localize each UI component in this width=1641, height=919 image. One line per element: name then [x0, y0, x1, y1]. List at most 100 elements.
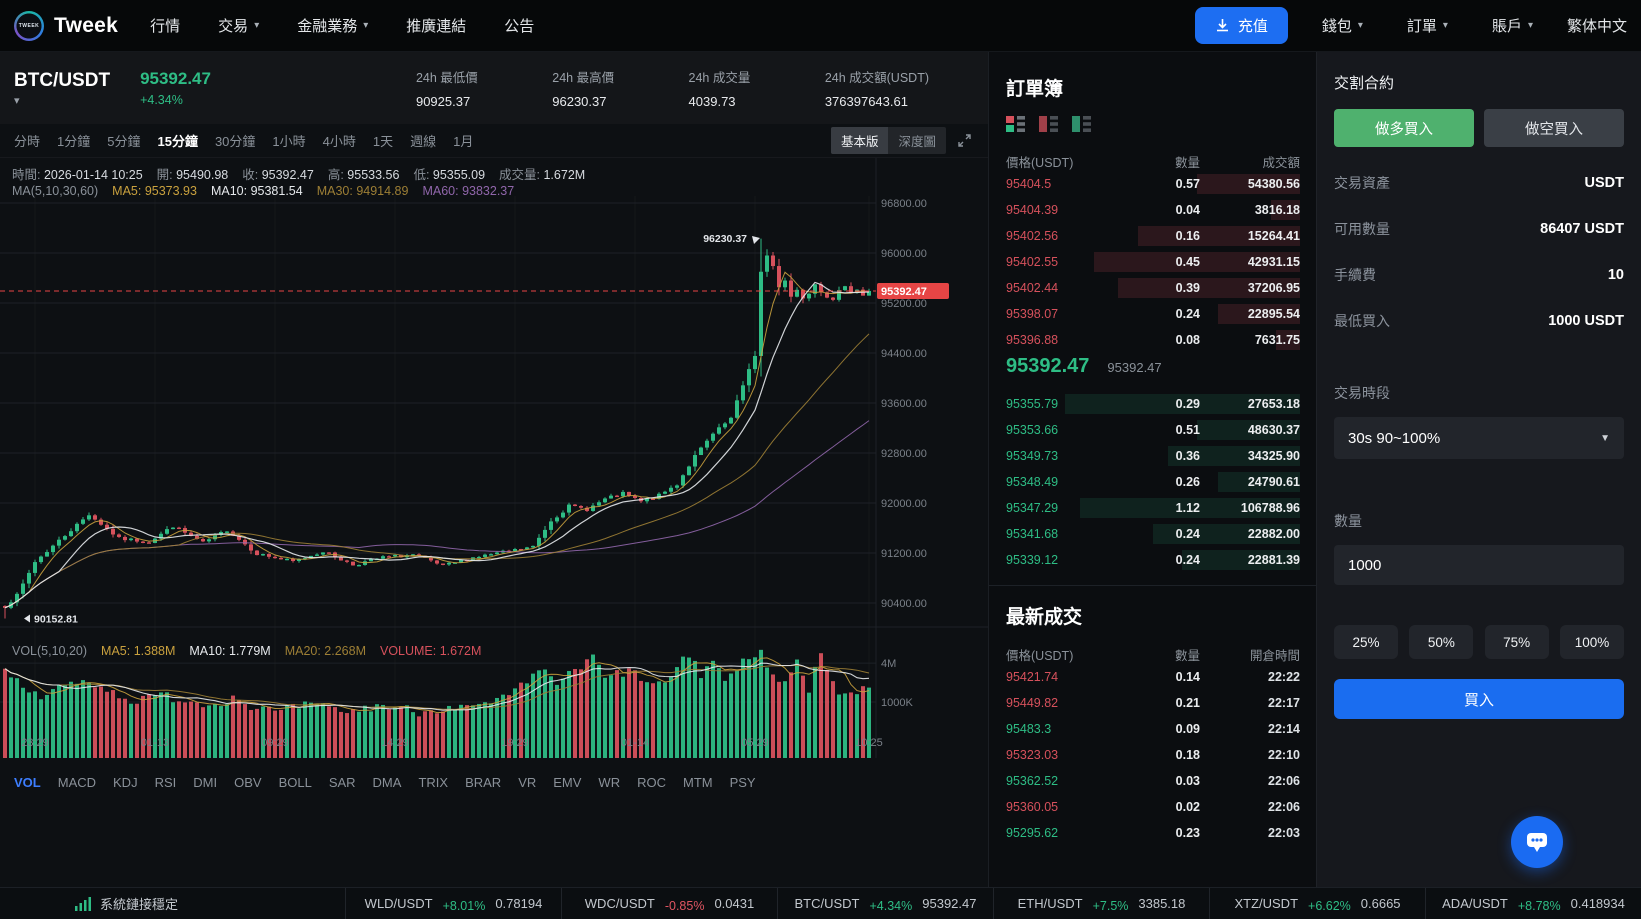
- buy-button[interactable]: 買入: [1334, 679, 1624, 719]
- ticker-ada[interactable]: ADA/USDT +8.78% 0.418934: [1425, 888, 1641, 919]
- timeframe-5分鐘[interactable]: 5分鐘: [107, 134, 141, 149]
- percent-button-100[interactable]: 100%: [1559, 625, 1624, 659]
- timeframe-1小時[interactable]: 1小時: [272, 134, 306, 149]
- amount-cell: 48630.37: [1247, 423, 1300, 437]
- book-split-icon[interactable]: [1006, 115, 1025, 136]
- indicator-tab-sar[interactable]: SAR: [328, 775, 356, 790]
- bid-row[interactable]: 95355.79 0.29 27653.18: [1006, 391, 1300, 417]
- price-cell: 95348.49: [1006, 475, 1059, 489]
- trade-row[interactable]: 95295.62 0.23 22:03: [1006, 820, 1300, 846]
- view-tab-深度圖[interactable]: 深度圖: [898, 135, 936, 149]
- ticker-xtz[interactable]: XTZ/USDT +6.62% 0.6665: [1209, 888, 1425, 919]
- qty-cell: 0.24: [1175, 527, 1200, 541]
- book-asks-icon[interactable]: [1039, 115, 1058, 136]
- svg-text:96000.00: 96000.00: [881, 248, 927, 260]
- trade-row[interactable]: 95421.74 0.14 22:22: [1006, 664, 1300, 690]
- amount-input[interactable]: [1334, 545, 1624, 585]
- trade-row[interactable]: 95360.05 0.02 22:06: [1006, 794, 1300, 820]
- pair-selector[interactable]: BTC/USDT ▾: [14, 70, 110, 107]
- brand[interactable]: TWEEK Tweek: [14, 10, 118, 41]
- trade-time: 22:10: [1268, 748, 1300, 762]
- buy-short-button[interactable]: 做空買入: [1484, 109, 1624, 147]
- language-switcher[interactable]: 繁体中文: [1566, 18, 1627, 35]
- bid-row[interactable]: 95353.66 0.51 48630.37: [1006, 417, 1300, 443]
- deposit-button[interactable]: 充值: [1194, 7, 1288, 44]
- bid-row[interactable]: 95349.73 0.36 34325.90: [1006, 443, 1300, 469]
- ticker-eth[interactable]: ETH/USDT +7.5% 3385.18: [993, 888, 1209, 919]
- trade-row[interactable]: 95323.03 0.18 22:10: [1006, 742, 1300, 768]
- bid-row[interactable]: 95341.68 0.24 22882.00: [1006, 521, 1300, 547]
- indicator-tab-macd[interactable]: MACD: [57, 775, 97, 790]
- timeframe-1天[interactable]: 1天: [372, 134, 394, 149]
- indicator-tab-roc[interactable]: ROC: [637, 775, 666, 790]
- trade-panel-title: 交割合約: [1334, 75, 1395, 92]
- nav-item-market[interactable]: 行情: [150, 15, 180, 36]
- ticker-wld[interactable]: WLD/USDT +8.01% 0.78194: [345, 888, 561, 919]
- indicator-tab-dma[interactable]: DMA: [372, 775, 402, 790]
- bid-row[interactable]: 95348.49 0.26 24790.61: [1006, 469, 1300, 495]
- view-tab-基本版[interactable]: 基本版: [830, 127, 889, 154]
- indicator-tab-vol[interactable]: VOL: [14, 775, 41, 790]
- ask-row[interactable]: 95398.07 0.24 22895.54: [1006, 301, 1300, 327]
- timeframe-30分鐘[interactable]: 30分鐘: [214, 134, 256, 149]
- nav-item-announcement[interactable]: 公告: [504, 15, 534, 36]
- indicator-tab-obv[interactable]: OBV: [234, 775, 262, 790]
- ask-row[interactable]: 95402.44 0.39 37206.95: [1006, 275, 1300, 301]
- nav-item-finance[interactable]: 金融業務 ▾: [297, 15, 368, 36]
- price-cell: 95355.79: [1006, 397, 1059, 411]
- amount-cell: 42931.15: [1247, 255, 1300, 269]
- indicator-tab-trix[interactable]: TRIX: [418, 775, 449, 790]
- ask-row[interactable]: 95402.56 0.16 15264.41: [1006, 223, 1300, 249]
- ask-row[interactable]: 95402.55 0.45 42931.15: [1006, 249, 1300, 275]
- nav-item-referral[interactable]: 推廣連結: [406, 15, 466, 36]
- ticker-pair: WDC/USDT: [584, 896, 655, 911]
- svg-text:96230.37: 96230.37: [703, 233, 747, 245]
- timeframe-分時[interactable]: 分時: [14, 134, 41, 149]
- ask-row[interactable]: 95396.88 0.08 7631.75: [1006, 327, 1300, 353]
- candlestick-chart[interactable]: 96800.00 96000.00 95200.00 94400.00 93600.00…: [0, 158, 988, 765]
- bid-row[interactable]: 95339.12 0.24 22881.39: [1006, 547, 1300, 573]
- ask-row[interactable]: 95404.5 0.57 54380.56: [1006, 171, 1300, 197]
- ticker-wdc[interactable]: WDC/USDT -0.85% 0.0431: [561, 888, 777, 919]
- indicator-tab-emv[interactable]: EMV: [553, 775, 582, 790]
- timeframe-15分鐘[interactable]: 15分鐘: [157, 134, 198, 149]
- ticker-btc[interactable]: BTC/USDT +4.34% 95392.47: [777, 888, 993, 919]
- indicator-tab-boll[interactable]: BOLL: [278, 775, 312, 790]
- timeframe-4小時[interactable]: 4小時: [322, 134, 356, 149]
- percent-button-25[interactable]: 25%: [1334, 625, 1398, 659]
- nav-menu-account[interactable]: 賬戶 ▾: [1492, 15, 1533, 36]
- bid-row[interactable]: 95347.29 1.12 106788.96: [1006, 495, 1300, 521]
- indicator-tab-wr[interactable]: WR: [598, 775, 621, 790]
- buy-long-button[interactable]: 做多買入: [1334, 109, 1474, 147]
- trade-row[interactable]: 95483.3 0.09 22:14: [1006, 716, 1300, 742]
- indicator-tab-rsi[interactable]: RSI: [154, 775, 177, 790]
- timeframe-1分鐘[interactable]: 1分鐘: [57, 134, 91, 149]
- trade-row[interactable]: 95449.82 0.21 22:17: [1006, 690, 1300, 716]
- timeframe-1月[interactable]: 1月: [453, 134, 474, 149]
- indicator-tab-psy[interactable]: PSY: [729, 775, 756, 790]
- indicator-tab-mtm[interactable]: MTM: [682, 775, 713, 790]
- indicator-tab-dmi[interactable]: DMI: [193, 775, 218, 790]
- indicator-tab-brar[interactable]: BRAR: [465, 775, 502, 790]
- chart-area[interactable]: 96800.00 96000.00 95200.00 94400.00 93600.00…: [0, 158, 988, 765]
- indicator-tab-vr[interactable]: VR: [518, 775, 537, 790]
- nav-menu-orders[interactable]: 訂單 ▾: [1407, 15, 1448, 36]
- book-bids-icon[interactable]: [1072, 115, 1091, 136]
- chat-button[interactable]: [1511, 816, 1563, 868]
- percent-button-75[interactable]: 75%: [1484, 625, 1549, 659]
- nav-menu-wallet[interactable]: 錢包 ▾: [1322, 15, 1363, 36]
- indicator-tab-kdj[interactable]: KDJ: [113, 775, 138, 790]
- nav-item-trade[interactable]: 交易 ▾: [218, 15, 259, 36]
- period-select[interactable]: 30s 90~100% ▼: [1334, 417, 1624, 459]
- timeframe-週線[interactable]: 週線: [410, 134, 437, 149]
- panel-info-row: 最低買入 1000 USDT: [1334, 311, 1624, 331]
- stat-value: 4039.73: [688, 94, 736, 109]
- amount-cell: 37206.95: [1247, 281, 1300, 295]
- trade-time: 22:17: [1268, 696, 1300, 710]
- percent-button-50[interactable]: 50%: [1409, 625, 1474, 659]
- expand-icon[interactable]: [954, 131, 974, 151]
- price-cell: 95402.44: [1006, 281, 1059, 295]
- trade-row[interactable]: 95362.52 0.03 22:06: [1006, 768, 1300, 794]
- ticker-pair: XTZ/USDT: [1234, 896, 1299, 911]
- ask-row[interactable]: 95404.39 0.04 3816.18: [1006, 197, 1300, 223]
